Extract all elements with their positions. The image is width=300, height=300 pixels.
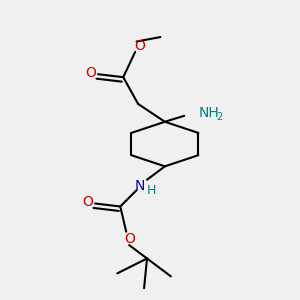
Text: N: N [134, 179, 145, 193]
Text: 2: 2 [216, 112, 222, 122]
Text: O: O [124, 232, 135, 246]
Text: O: O [82, 195, 93, 209]
Text: O: O [134, 39, 145, 53]
Text: O: O [85, 66, 96, 80]
Text: NH: NH [199, 106, 220, 120]
Text: H: H [147, 184, 156, 197]
